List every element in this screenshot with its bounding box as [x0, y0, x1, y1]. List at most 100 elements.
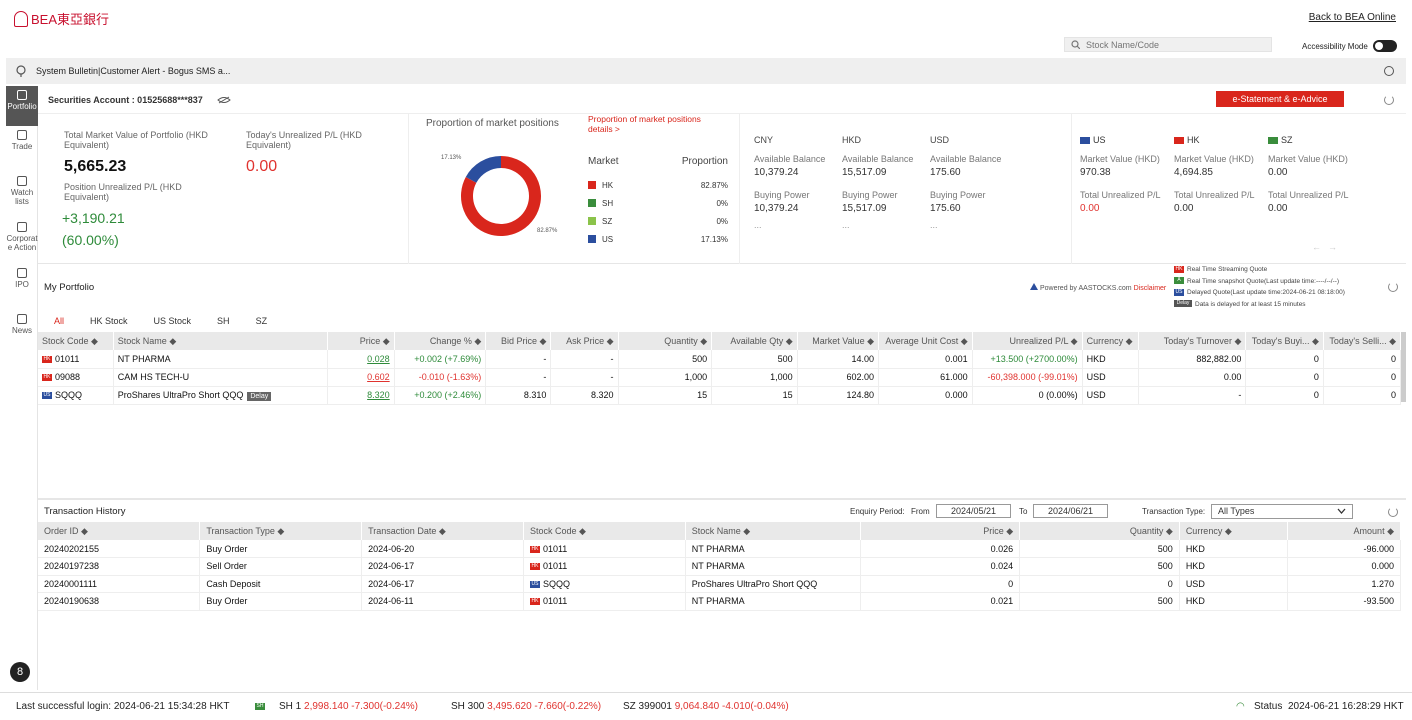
back-to-bea-link[interactable]: Back to BEA Online — [1308, 12, 1396, 23]
sidebar-item-corporate-action[interactable]: Corporat e Action — [6, 218, 38, 264]
cell-price[interactable]: 0.602 — [327, 368, 395, 387]
column-header[interactable]: Stock Code ◆ — [523, 522, 686, 540]
table-row[interactable]: 20240197238 Sell Order 2024-06-17 HK 01011 NT… — [38, 557, 1402, 576]
next-arrow-icon[interactable]: → — [1328, 242, 1337, 252]
disclaimer-link[interactable]: Disclaimer — [1133, 285, 1167, 292]
cell-text: - — [543, 372, 547, 382]
table-row[interactable]: HK 09088 CAM HS TECH-U 0.602 -0.010 (-1.63%)… — [38, 368, 1402, 387]
portfolio-refresh-icon[interactable] — [1388, 282, 1398, 292]
sidebar-item-watchlists[interactable]: Watch lists — [6, 172, 38, 218]
table-row[interactable]: 20240001111 Cash Deposit 2024-06-17 US SQQQ P… — [38, 575, 1402, 593]
market-value-label: Market Value (HKD) — [1268, 154, 1348, 164]
donut-slice-us[interactable] — [465, 156, 502, 184]
sz-index: SZ 399001 9,064.840 -4.010(-0.04%) — [623, 701, 789, 712]
market-flag-icon — [1268, 137, 1278, 145]
column-header[interactable]: Quantity ◆ — [618, 332, 713, 350]
stock-search[interactable] — [1064, 37, 1272, 52]
table-row[interactable]: HK 01011 NT PHARMA 0.028 +0.002 (+7.69%) - -50… — [38, 350, 1402, 369]
cell-text: 01011 — [542, 561, 568, 572]
cell-name[interactable]: ProShares UltraPro Short QQQ Delay — [113, 386, 328, 405]
accessibility-button[interactable]: 8 — [10, 662, 30, 682]
bea-logo[interactable]: BEA東亞銀行 — [14, 9, 109, 28]
table-row[interactable]: US SQQQ ProShares UltraPro Short QQQ Delay 8… — [38, 386, 1402, 405]
cell-price[interactable]: 8.320 — [327, 386, 395, 405]
total-pl-label: Total Unrealized P/L — [1174, 190, 1255, 200]
table-row[interactable]: 20240190638 Buy Order 2024-06-11 HK 01011 NT … — [38, 592, 1402, 611]
column-header[interactable]: Today's Selli... ◆ — [1323, 332, 1402, 350]
hide-eye-icon[interactable] — [216, 96, 231, 104]
sidebar-item-portfolio[interactable]: Portfolio — [6, 86, 38, 126]
column-header[interactable]: Change % ◆ — [394, 332, 487, 350]
column-header[interactable]: Amount ◆ — [1287, 522, 1402, 540]
hk-badge: HK — [1174, 265, 1184, 273]
tab-all[interactable]: All — [54, 316, 65, 326]
cell-code[interactable]: HK 01011 — [38, 350, 114, 369]
column-header[interactable]: Today's Turnover ◆ — [1138, 332, 1247, 350]
column-header[interactable]: Price ◆ — [860, 522, 1021, 540]
column-header[interactable]: Stock Name ◆ — [685, 522, 861, 540]
transaction-type-select[interactable]: All Types — [1211, 503, 1353, 519]
column-header[interactable]: Currency ◆ — [1179, 522, 1288, 540]
tab-hk-stock[interactable]: HK Stock — [90, 316, 128, 326]
from-label: From — [911, 506, 930, 516]
column-header[interactable]: Ask Price ◆ — [550, 332, 619, 350]
cell-code[interactable]: US SQQQ — [38, 386, 114, 405]
column-header[interactable]: Average Unit Cost ◆ — [878, 332, 973, 350]
tab-sh[interactable]: SH — [217, 316, 230, 326]
cell-text: 20240001111 — [44, 578, 98, 589]
column-header[interactable]: Transaction Type ◆ — [199, 522, 363, 540]
tab-us-stock[interactable]: US Stock — [153, 316, 192, 326]
sidebar-item-trade[interactable]: Trade — [6, 126, 38, 172]
transaction-refresh-icon[interactable] — [1388, 507, 1398, 517]
settings-icon[interactable] — [1384, 66, 1394, 76]
cell-text: 0.602 — [367, 372, 390, 382]
column-header[interactable]: Stock Code ◆ — [38, 332, 114, 350]
proportion-row: HK 82.87% — [588, 176, 728, 194]
available-balance-value: 10,379.24 — [754, 167, 799, 178]
cell-ask: - — [550, 350, 619, 369]
proportion-details-link[interactable]: Proportion of market positions details > — [588, 114, 701, 134]
refresh-icon[interactable] — [1384, 95, 1394, 105]
cell-name[interactable]: CAM HS TECH-U — [113, 368, 328, 387]
cell-code[interactable]: HK 09088 — [38, 368, 114, 387]
search-icon — [1071, 40, 1080, 49]
column-header[interactable]: Stock Name ◆ — [113, 332, 328, 350]
cell-id: 20240190638 — [38, 592, 201, 611]
tab-sz[interactable]: SZ — [255, 316, 268, 326]
column-header[interactable]: Quantity ◆ — [1019, 522, 1180, 540]
to-date-input[interactable]: 2024/06/21 — [1033, 504, 1108, 518]
more-dots[interactable]: ... — [930, 220, 938, 230]
table-row[interactable]: 20240202155 Buy Order 2024-06-20 HK 01011 NT … — [38, 540, 1402, 558]
portfolio-scrollbar[interactable] — [1401, 332, 1406, 402]
column-header[interactable]: Bid Price ◆ — [485, 332, 552, 350]
cell-text: HKD — [1185, 543, 1205, 554]
cell-name[interactable]: NT PHARMA — [113, 350, 328, 369]
column-header[interactable]: Market Value ◆ — [797, 332, 880, 350]
color-swatch — [588, 217, 596, 226]
donut-slice-hk[interactable] — [461, 156, 541, 236]
estatement-button[interactable]: e-Statement & e-Advice — [1216, 91, 1344, 107]
accessibility-toggle[interactable] — [1372, 40, 1397, 52]
cell-qty: 500 — [1019, 592, 1180, 611]
today-pl-value: 0.00 — [246, 158, 278, 175]
column-header[interactable]: Currency ◆ — [1082, 332, 1139, 350]
prev-arrow-icon[interactable]: ← — [1312, 242, 1321, 252]
column-header[interactable]: Price ◆ — [327, 332, 395, 350]
column-header[interactable]: Order ID ◆ — [38, 522, 201, 540]
more-dots[interactable]: ... — [842, 220, 850, 230]
column-header[interactable]: Transaction Date ◆ — [361, 522, 524, 540]
column-header[interactable]: Unrealized P/L ◆ — [972, 332, 1083, 350]
proportion-donut-chart: 17.13% 82.87% — [441, 155, 558, 236]
column-header[interactable]: Available Qty ◆ — [711, 332, 798, 350]
column-header[interactable]: Today's Buyi... ◆ — [1245, 332, 1324, 350]
search-input[interactable] — [1086, 39, 1256, 50]
from-date-input[interactable]: 2024/05/21 — [936, 504, 1011, 518]
system-bulletin[interactable]: System Bulletin|Customer Alert - Bogus S… — [6, 58, 1406, 84]
sidebar-item-news[interactable]: News — [6, 310, 38, 356]
more-dots[interactable]: ... — [754, 220, 762, 230]
cell-ccy: USD — [1179, 575, 1288, 593]
sidebar-item-ipo[interactable]: IPO — [6, 264, 38, 310]
bulletin-text[interactable]: System Bulletin|Customer Alert - Bogus S… — [36, 66, 231, 76]
cell-price[interactable]: 0.028 — [327, 350, 395, 369]
cell-text: - — [610, 353, 614, 364]
